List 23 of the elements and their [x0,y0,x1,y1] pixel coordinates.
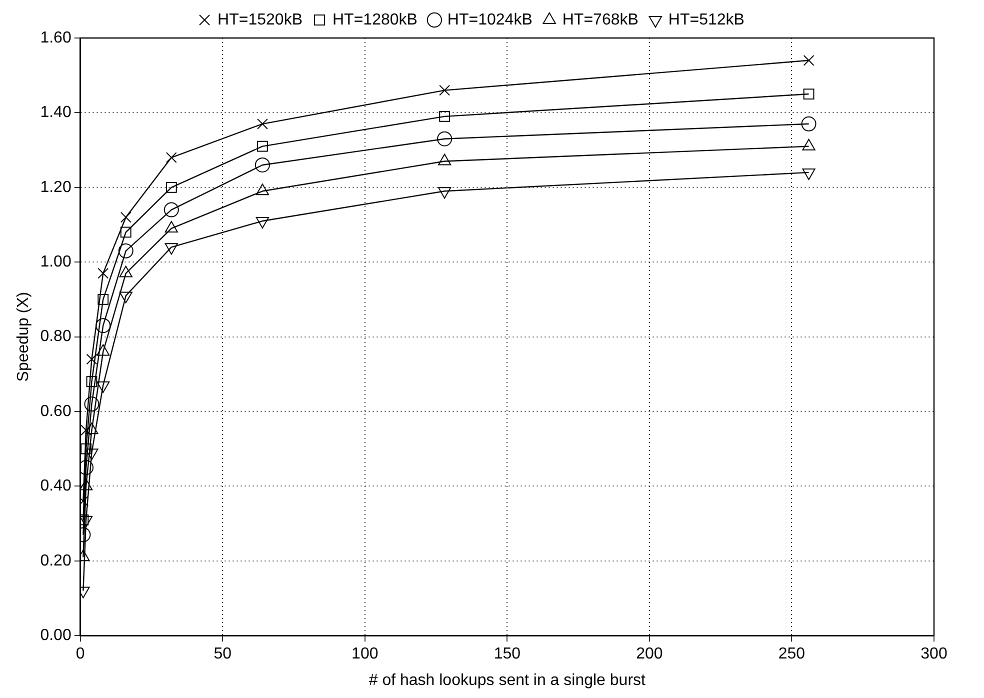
y-tick-label: 1.00 [40,254,72,271]
y-tick-label: 0.20 [40,552,72,570]
x-tick-label: 200 [636,646,663,663]
y-tick-label: 1.60 [40,29,72,46]
x-tick-label: 50 [214,646,232,663]
y-tick-label: 1.40 [40,104,72,122]
x-tick-label: 250 [778,646,806,663]
y-tick-label: 0.40 [40,478,72,495]
y-tick-label: 0.00 [40,627,72,644]
y-tick-label: 1.20 [40,178,72,196]
legend-label: HT=1520kB [218,11,302,28]
x-tick-label: 150 [494,646,521,663]
legend-label: HT=512kB [668,11,744,28]
x-tick-label: 100 [352,646,378,663]
y-tick-label: 0.80 [40,328,72,346]
y-axis-title: Speedup (X) [15,292,32,382]
x-axis-title: # of hash lookups sent in a single burst [368,672,646,689]
legend-label: HT=768kB [562,11,638,28]
legend-label: HT=1024kB [447,11,532,28]
legend-label: HT=1280kB [332,11,418,28]
x-tick-label: 300 [920,646,948,663]
x-tick-label: 0 [76,646,85,663]
y-tick-label: 0.60 [40,402,72,420]
